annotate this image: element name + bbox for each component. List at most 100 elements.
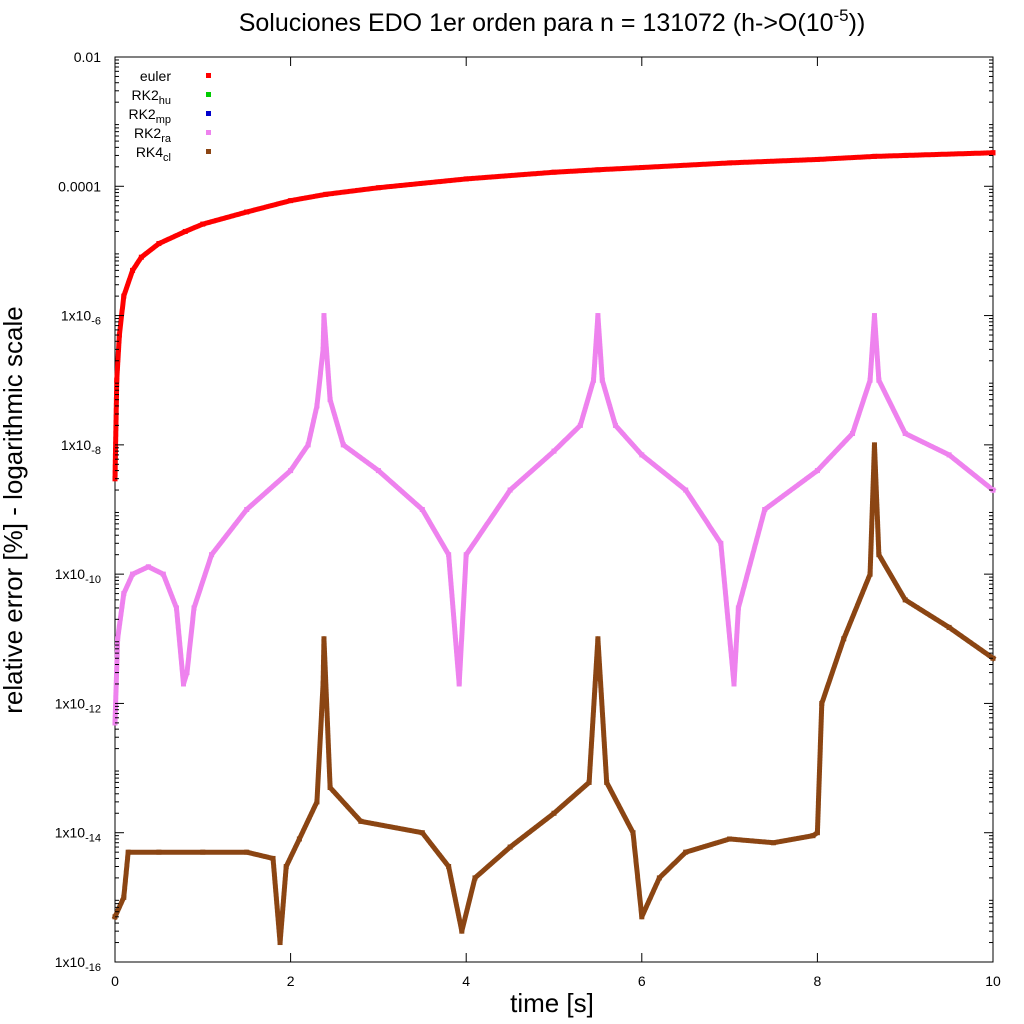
y-tick-label: 1x10-10: [55, 566, 101, 586]
x-tick-label: 4: [462, 973, 470, 989]
legend-swatch: [206, 92, 211, 97]
data-point: [130, 571, 136, 577]
data-point: [819, 700, 825, 706]
data-point: [156, 241, 162, 247]
data-point: [459, 928, 465, 934]
series-line: [112, 313, 997, 726]
data-point: [180, 681, 186, 687]
data-point: [321, 313, 327, 319]
data-point: [320, 681, 326, 687]
data-point: [762, 507, 768, 512]
y-tick-label: 0.01: [74, 49, 101, 65]
data-point: [507, 487, 513, 493]
data-point: [867, 377, 873, 383]
data-point: [314, 403, 320, 409]
data-point: [731, 681, 737, 687]
data-point: [810, 833, 816, 839]
data-point: [551, 810, 557, 816]
data-point: [463, 552, 469, 558]
series-0: [112, 150, 996, 482]
x-axis-title: time [s]: [510, 988, 594, 1018]
data-point: [718, 540, 724, 546]
data-point: [375, 468, 381, 474]
data-point: [446, 864, 452, 870]
series-3: [112, 313, 997, 726]
data-point: [327, 785, 333, 791]
legend-item: RK2hu: [132, 87, 211, 107]
data-point: [656, 875, 662, 881]
data-point: [130, 267, 136, 273]
series-layer: [111, 150, 997, 946]
data-point: [683, 487, 689, 493]
data-point: [599, 377, 605, 383]
legend-item: RK2ra: [134, 125, 211, 145]
data-point: [156, 849, 162, 855]
data-point: [551, 169, 557, 175]
data-point: [200, 849, 206, 855]
data-point: [456, 681, 462, 687]
legend-label: RK2mp: [128, 106, 171, 126]
data-point: [288, 468, 294, 474]
data-point: [595, 636, 601, 642]
data-point: [446, 552, 452, 558]
data-point: [327, 397, 333, 403]
legend-item: RK2mp: [128, 106, 211, 126]
data-point: [639, 452, 645, 458]
data-point: [990, 150, 996, 156]
chart-title: Soluciones EDO 1er orden para n = 131072…: [239, 6, 866, 37]
data-point: [850, 430, 856, 436]
data-point: [125, 849, 131, 855]
legend-label: RK2hu: [132, 87, 171, 107]
y-tick-label: 1x10-6: [61, 308, 101, 328]
y-tick-label: 1x10-16: [55, 954, 101, 974]
data-point: [902, 597, 908, 603]
legend-item: euler: [140, 68, 211, 84]
legend-label: euler: [140, 68, 171, 84]
y-tick-label: 1x10-8: [61, 437, 101, 457]
data-point: [121, 293, 127, 299]
ticks-layer: 0 2 4 6 8 10 0.01 0.0001 1x10-6 1x10-8 1x10-10 1x10…: [55, 49, 1001, 989]
x-tick-label: 8: [814, 973, 822, 989]
data-point: [209, 552, 215, 558]
legend-swatch: [206, 149, 211, 154]
data-point: [314, 799, 320, 805]
data-point: [586, 779, 592, 785]
data-point: [200, 221, 206, 227]
data-point: [463, 176, 469, 182]
data-point: [323, 191, 329, 197]
data-point: [305, 442, 311, 448]
data-point: [270, 855, 276, 861]
plot-frame: [114, 56, 994, 963]
data-point: [320, 346, 326, 352]
data-point: [160, 571, 166, 577]
x-tick-label: 2: [287, 973, 295, 989]
x-tick-label: 6: [638, 973, 646, 989]
data-point: [871, 153, 877, 159]
data-point: [244, 209, 250, 215]
data-point: [283, 864, 289, 870]
legend-item: RK4cl: [136, 144, 211, 164]
data-point: [277, 940, 283, 946]
series-line: [111, 442, 997, 945]
data-point: [735, 605, 741, 611]
plot-area: [114, 56, 994, 963]
y-tick-label: 1x10-12: [55, 695, 101, 715]
data-point: [244, 849, 250, 855]
data-point: [173, 605, 179, 611]
y-axis-title: relative error [%] - logarithmic scale: [0, 306, 28, 713]
data-point: [115, 636, 121, 642]
data-point: [946, 452, 952, 458]
data-point: [244, 507, 250, 512]
data-point: [551, 448, 557, 454]
data-point: [184, 670, 190, 676]
data-point: [121, 591, 127, 597]
data-point: [358, 818, 364, 824]
data-point: [946, 624, 952, 630]
legend-label: RK4cl: [136, 144, 171, 164]
y-tick-label: 0.0001: [58, 178, 101, 194]
data-point: [871, 442, 877, 448]
data-point: [727, 160, 733, 166]
x-tick-label: 10: [985, 973, 1001, 989]
